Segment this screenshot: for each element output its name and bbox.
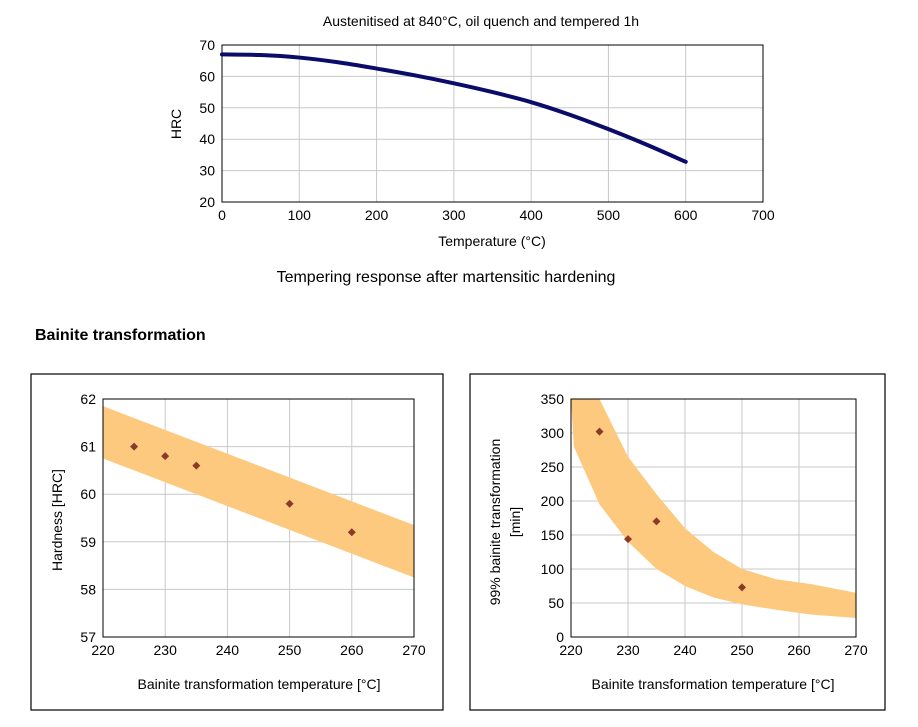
tempering-plot-area (221, 44, 764, 203)
duration-y-tick-label: 250 (541, 459, 565, 475)
duration-data-point (652, 517, 661, 526)
duration-data-point (595, 427, 604, 436)
duration-y-tick-label: 200 (541, 493, 565, 509)
tempering-y-tick-label: 50 (199, 100, 215, 116)
hardness-x-tick-label: 270 (402, 642, 426, 658)
duration-x-tick-label: 230 (616, 642, 640, 658)
duration-scatter-band (571, 399, 856, 618)
hardness-data-point (347, 528, 356, 537)
tempering-tick-labels: 0 100 200 300 400 500 600 700 20 30 40 50 60 70 (199, 37, 774, 223)
hardness-scatter-band (103, 406, 414, 578)
duration-plot-area (570, 398, 857, 638)
hardness-y-tick-label: 57 (80, 629, 96, 645)
tempering-chart: Austenitised at 840°C, oil quench and te… (168, 13, 775, 286)
duration-x-tick-label: 250 (730, 642, 754, 658)
hardness-markers (130, 442, 356, 537)
hardness-x-axis-label: Bainite transformation temperature [°C] (138, 676, 381, 692)
tempering-x-tick-label: 300 (442, 207, 466, 223)
duration-chart: 220 230 240 250 260 270050100150200250300350 … (469, 373, 886, 711)
duration-y-tick-label: 300 (541, 425, 565, 441)
hardness-plot-area (102, 398, 415, 638)
hardness-data-point (161, 452, 170, 461)
tempering-x-tick-label: 400 (519, 207, 543, 223)
tempering-chart-title: Austenitised at 840°C, oil quench and te… (323, 13, 639, 29)
tempering-hardness-line (220, 52, 688, 164)
duration-x-tick-label: 240 (673, 642, 697, 658)
tempering-x-tick-label: 0 (218, 207, 226, 223)
tempering-y-tick-label: 40 (199, 131, 215, 147)
duration-x-tick-label: 270 (844, 642, 868, 658)
hardness-y-axis-label: Hardness [HRC] (49, 469, 65, 571)
hardness-data-point (192, 461, 201, 470)
duration-y-tick-label: 350 (541, 391, 565, 407)
duration-y-axis-label-line2: [min] (507, 507, 523, 537)
hardness-data-point (130, 442, 139, 451)
duration-y-tick-label: 50 (548, 595, 564, 611)
tempering-y-tick-label: 70 (199, 37, 215, 53)
duration-data-point (738, 583, 746, 592)
tempering-y-tick-label: 30 (199, 163, 215, 179)
hardness-y-tick-label: 58 (80, 581, 96, 597)
hardness-x-tick-label: 220 (91, 642, 115, 658)
hardness-chart: 220 230 240 250 260 270 57 58 59 60 61 62 Bainite t… (30, 373, 444, 711)
hardness-x-tick-label: 240 (216, 642, 240, 658)
tempering-y-axis-label: HRC (168, 109, 184, 139)
tempering-gridlines (221, 44, 764, 203)
tempering-x-tick-label: 100 (288, 207, 312, 223)
section-heading: Bainite transformation (35, 327, 206, 344)
tempering-x-axis-label: Temperature (°C) (438, 233, 546, 249)
duration-y-axis-label-line1: 99% bainite transformation (487, 439, 503, 606)
hardness-tick-labels: 220 230 240 250 260 270 57 58 59 60 61 62 (80, 391, 425, 658)
duration-y-tick-label: 100 (541, 561, 565, 577)
duration-x-tick-label: 260 (787, 642, 811, 658)
duration-data-point (624, 535, 632, 544)
hardness-y-tick-label: 62 (80, 391, 96, 407)
duration-tick-labels: 220 230 240 250 260 270 0 50 100 150 200 250 300 350 (541, 391, 868, 658)
duration-x-axis-label: Bainite transformation temperature [°C] (592, 676, 835, 692)
duration-y-tick-label: 150 (541, 527, 565, 543)
tempering-x-tick-label: 500 (597, 207, 621, 223)
tempering-y-tick-label: 20 (199, 194, 215, 210)
hardness-y-tick-label: 60 (80, 486, 96, 502)
hardness-y-tick-label: 59 (80, 534, 96, 550)
tempering-x-tick-label: 700 (751, 207, 775, 223)
tempering-x-tick-label: 600 (674, 207, 698, 223)
hardness-x-tick-label: 250 (278, 642, 302, 658)
duration-markers (595, 427, 746, 592)
tempering-x-tick-label: 200 (365, 207, 389, 223)
hardness-y-tick-label: 61 (80, 439, 96, 455)
tempering-y-tick-label: 60 (199, 68, 215, 84)
hardness-x-tick-label: 260 (340, 642, 364, 658)
hardness-data-point (285, 499, 294, 508)
hardness-x-tick-label: 230 (154, 642, 178, 658)
duration-x-tick-label: 220 (559, 642, 583, 658)
duration-y-tick-label: 0 (556, 629, 564, 645)
tempering-caption: Tempering response after martensitic har… (277, 269, 616, 286)
